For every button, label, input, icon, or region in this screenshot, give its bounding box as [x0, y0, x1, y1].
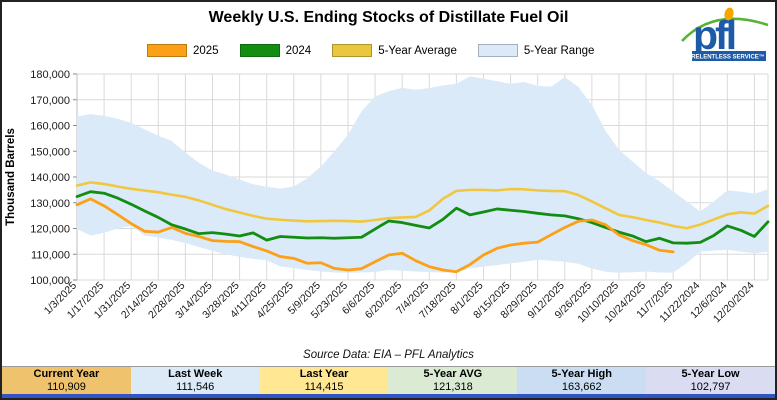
chart-legend: 2025 2024 5-Year Average 5-Year Range	[147, 44, 615, 57]
stat-value: 110,909	[46, 381, 86, 393]
legend-label: 5-Year Average	[378, 44, 457, 57]
stat-value: 114,415	[304, 381, 344, 393]
stat-last-week: Last Week 111,546	[130, 367, 260, 394]
y-tick-label: 160,000	[30, 121, 70, 133]
series-line-5-year-average	[75, 181, 770, 230]
legend-item-2024: 2024	[239, 44, 312, 57]
pfl-logo-graphic: pfl RELENTLESS SERVICE™	[681, 7, 769, 61]
stat-value: 121,318	[433, 381, 473, 393]
stat-value: 102,797	[690, 381, 731, 393]
pfl-logo: pfl RELENTLESS SERVICE™	[680, 5, 772, 63]
y-tick-label: 180,000	[30, 69, 70, 81]
logo-banner	[692, 51, 766, 61]
stat-label: Current Year	[33, 368, 100, 380]
legend-swatch-2024	[239, 44, 280, 57]
stats-row: Current Year 110,909 Last Week 111,546 L…	[2, 366, 775, 394]
page-title: Weekly U.S. Ending Stocks of Distillate …	[208, 9, 569, 26]
legend-label: 5-Year Range	[523, 44, 595, 57]
legend-swatch-2025	[147, 44, 187, 57]
stat-5yr-avg: 5-Year AVG 121,318	[388, 367, 518, 394]
range-band	[77, 76, 768, 273]
legend-label: 2024	[285, 44, 312, 57]
legend-label: 2025	[193, 44, 219, 57]
y-tick-label: 100,000	[30, 275, 70, 287]
stat-label: Last Year	[299, 368, 349, 380]
source-note: Source Data: EIA – PFL Analytics	[303, 349, 474, 361]
stat-5yr-low: 5-Year Low 102,797	[646, 367, 775, 394]
logo-dot-icon	[724, 7, 734, 21]
logo-tagline: RELENTLESS SERVICE™	[691, 54, 765, 61]
bottom-accent-strip	[2, 394, 775, 398]
series-line-2024	[75, 190, 770, 245]
series-line-2025	[75, 197, 675, 274]
legend-item-5yr-range: 5-Year Range	[477, 44, 595, 57]
y-axis-title: Thousand Barrels	[5, 128, 17, 226]
y-tick-label: 150,000	[30, 146, 70, 158]
y-tick-label: 130,000	[30, 198, 70, 210]
stat-label: 5-Year Low	[681, 368, 740, 380]
chart-area: 100,000 110,000 120,000 130,000 140,000 150,0…	[2, 62, 775, 347]
stat-value: 163,662	[561, 381, 602, 393]
stat-label: Last Week	[168, 368, 223, 380]
y-tick-label: 170,000	[30, 95, 70, 107]
stocks-chart: 100,000 110,000 120,000 130,000 140,000 150,0…	[5, 69, 770, 325]
stat-last-year: Last Year 114,415	[259, 367, 389, 394]
legend-item-2025: 2025	[147, 44, 219, 57]
y-tick-label: 120,000	[30, 224, 70, 236]
legend-swatch-5yr-average	[332, 44, 373, 57]
logo-swoosh	[681, 17, 769, 42]
stat-label: 5-Year High	[551, 368, 612, 380]
y-tick-label: 110,000	[31, 249, 70, 261]
legend-swatch-5yr-range	[477, 44, 518, 57]
stat-value: 111,546	[176, 381, 215, 393]
legend-item-5yr-average: 5-Year Average	[332, 44, 457, 57]
stat-current-year: Current Year 110,909	[2, 367, 131, 394]
stat-label: 5-Year AVG	[423, 368, 483, 380]
stat-5yr-high: 5-Year High 163,662	[517, 367, 647, 394]
y-tick-label: 140,000	[30, 172, 70, 184]
